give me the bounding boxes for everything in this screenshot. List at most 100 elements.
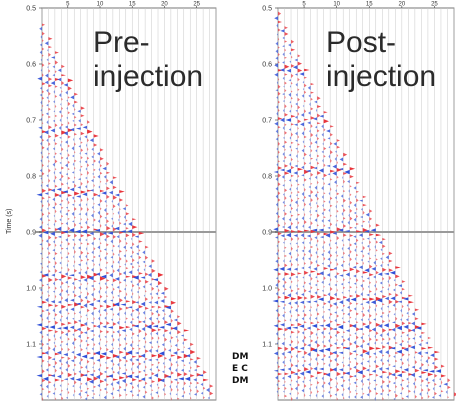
wiggle-lobe [328, 363, 331, 368]
wiggle-lobe [330, 286, 333, 292]
wiggle-lobe [50, 128, 55, 133]
wiggle-lobe [59, 366, 62, 370]
wiggle-lobe [294, 301, 298, 305]
wiggle-lobe [330, 187, 332, 192]
wiggle-lobe [278, 160, 280, 163]
wiggle-lobe [387, 393, 389, 396]
wiggle-lobe [106, 271, 110, 275]
wiggle-lobe [46, 174, 49, 178]
wiggle-lobe [328, 208, 331, 213]
wiggle-lobe [174, 343, 178, 347]
trace [364, 209, 375, 397]
wiggle-lobe [408, 337, 411, 341]
wiggle-lobe [48, 115, 51, 119]
wiggle-lobe [282, 200, 285, 205]
wiggle-lobe [100, 352, 107, 356]
wiggle-lobe [196, 373, 202, 377]
wiggle-lobe [375, 347, 382, 350]
wiggle-lobe [80, 181, 83, 186]
wiggle-lobe [67, 226, 71, 231]
wiggle-lobe [132, 258, 135, 263]
wiggle-lobe [276, 33, 278, 36]
wiggle-lobe [67, 217, 70, 220]
wiggle-lobe [362, 312, 366, 318]
wiggle-lobe [369, 346, 375, 351]
wiggle-lobe [100, 199, 103, 203]
wiggle-lobe [323, 232, 330, 236]
wiggle-lobe [87, 300, 91, 304]
wiggle-lobe [142, 385, 146, 389]
wiggle-lobe [177, 363, 179, 367]
wiggle-lobe [330, 253, 333, 258]
wiggle-lobe [309, 153, 311, 158]
wiggle-lobe [52, 256, 55, 261]
wiggle-lobe [59, 177, 62, 182]
wiggle-lobe [98, 237, 100, 241]
wiggle-lobe [284, 88, 287, 93]
wiggle-lobe [138, 295, 141, 300]
wiggle-lobe [304, 288, 307, 293]
wiggle-lobe [295, 257, 298, 262]
wiggle-lobe [119, 333, 122, 337]
wiggle-lobe [375, 240, 379, 244]
wiggle-lobe [87, 336, 90, 340]
wiggle-lobe [158, 320, 161, 324]
wiggle-lobe [154, 373, 158, 378]
wiggle-lobe [293, 171, 298, 175]
wiggle-lobe [64, 298, 68, 303]
wiggle-lobe [93, 236, 97, 241]
wiggle-lobe [297, 279, 299, 282]
wiggle-lobe [119, 326, 125, 330]
wiggle-lobe [399, 342, 402, 347]
wiggle-lobe [297, 221, 300, 225]
wiggle-lobe [110, 392, 113, 396]
wiggle-lobe [125, 204, 129, 207]
wiggle-lobe [106, 261, 109, 265]
wiggle-lobe [54, 95, 58, 98]
wiggle-lobe [190, 366, 192, 370]
wiggle-lobe [414, 394, 417, 399]
wiggle-lobe [291, 214, 294, 217]
wiggle-lobe [307, 85, 311, 90]
wiggle-lobe [369, 290, 372, 293]
wiggle-lobe [98, 254, 100, 258]
wiggle-lobe [366, 277, 370, 280]
wiggle-lobe [74, 222, 77, 228]
y-tick-label: 0.5 [26, 6, 36, 13]
wiggle-lobe [380, 341, 383, 345]
wiggle-lobe [353, 203, 357, 208]
wiggle-lobe [304, 281, 306, 285]
wiggle-lobe [87, 242, 90, 246]
wiggle-lobe [46, 264, 49, 269]
wiggle-lobe [80, 123, 84, 127]
wiggle-lobe [291, 104, 293, 109]
wiggle-lobe [53, 138, 55, 142]
wiggle-lobe [70, 298, 75, 302]
wiggle-lobe [310, 366, 314, 371]
wiggle-lobe [367, 244, 370, 248]
y-tick-label: 0.8 [262, 174, 272, 181]
wiggle-lobe [168, 366, 171, 371]
wiggle-lobe [302, 156, 305, 160]
wiggle-lobe [53, 222, 55, 227]
wiggle-lobe [100, 257, 102, 262]
wiggle-lobe [321, 124, 324, 129]
wiggle-lobe [48, 303, 54, 307]
wiggle-lobe [311, 348, 318, 353]
wiggle-lobe [130, 367, 133, 372]
wiggle-lobe [66, 116, 68, 120]
wiggle-lobe [379, 392, 383, 396]
wiggle-lobe [341, 246, 344, 251]
wiggle-lobe [349, 249, 352, 254]
wiggle-lobe [190, 342, 194, 346]
wiggle-lobe [362, 220, 366, 223]
wiggle-lobe [145, 332, 148, 337]
wiggle-lobe [399, 358, 402, 361]
wiggle-lobe [343, 356, 345, 360]
wiggle-lobe [44, 41, 49, 46]
wiggle-lobe [52, 147, 55, 151]
wiggle-lobe [289, 392, 291, 395]
wiggle-lobe [336, 209, 339, 213]
wiggle-lobe [289, 358, 291, 363]
wiggle-lobe [96, 324, 100, 329]
